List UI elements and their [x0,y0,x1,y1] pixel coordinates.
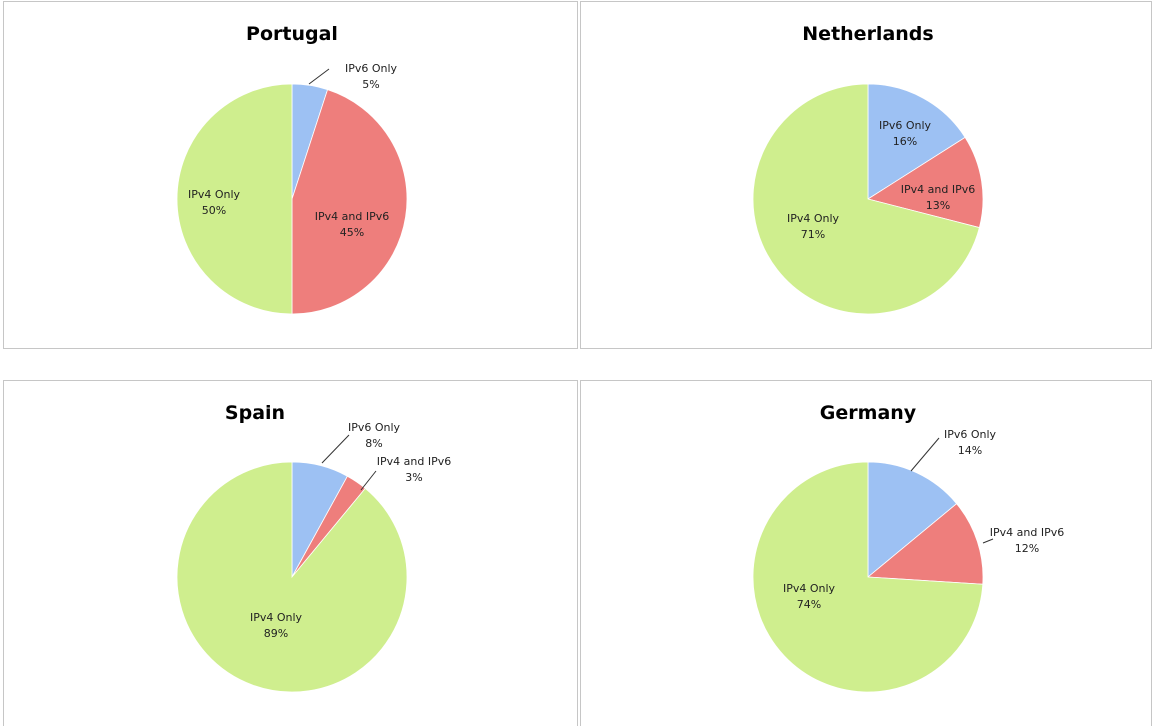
slice-label-ipv6-only: IPv6 Only [944,428,997,441]
slice-value-ipv4-only: 50% [202,204,226,217]
pie-slice-ipv4-and-ipv6 [866,503,984,585]
leader-line-ipv6-only [321,434,350,464]
chart-title: Portugal [246,23,338,45]
slice-label-ipv6-only: IPv6 Only [345,62,398,75]
pie-slice-ipv4-and-ipv6 [867,136,984,229]
slice-value-ipv4-and-ipv6: 45% [340,226,364,239]
slice-label-ipv4-and-ipv6: IPv4 and IPv6 [901,183,975,196]
pie-slice-ipv4-only [176,83,293,315]
pie-slice-ipv4-only [752,461,984,693]
chart-panel-portugal: Portugal IPv6 Only 5% IPv4 and IPv6 45% IPv4 … [3,1,578,349]
pie-chart-svg: Spain IPv6 Only 8% IPv4 and IPv6 3% IPv4 Only… [176,402,451,693]
slice-label-ipv4-and-ipv6: IPv4 and IPv6 [315,210,389,223]
pie-slice-ipv6-only [867,461,958,578]
pie-slice-ipv6-only [867,83,966,200]
slice-label-ipv4-and-ipv6: IPv4 and IPv6 [377,455,451,468]
pie-chart-svg: Netherlands IPv6 Only 16% IPv4 and IPv6 13% I… [752,23,984,315]
slice-value-ipv6-only: 14% [958,444,982,457]
slice-value-ipv6-only: 5% [362,78,379,91]
slice-value-ipv4-only: 71% [801,228,825,241]
slice-label-ipv4-and-ipv6: IPv4 and IPv6 [990,526,1064,539]
pie-slice-ipv4-only [752,83,980,315]
chart-panel-netherlands: Netherlands IPv6 Only 16% IPv4 and IPv6 13% I… [580,1,1152,349]
chart-title: Germany [820,402,917,424]
pie-slice-ipv4-and-ipv6 [291,89,408,315]
chart-title: Spain [225,402,285,424]
leader-line-ipv6-only [910,437,940,472]
leader-line-ipv4-and-ipv6 [360,470,377,491]
slice-label-ipv4-only: IPv4 Only [188,188,241,201]
slice-label-ipv4-only: IPv4 Only [250,611,303,624]
slice-label-ipv6-only: IPv6 Only [348,421,401,434]
slice-value-ipv4-and-ipv6: 12% [1015,542,1039,555]
pie-chart-svg: Germany IPv6 Only 14% IPv4 and IPv6 12% IPv4 … [752,402,1064,693]
slice-value-ipv4-only: 74% [797,598,821,611]
slice-value-ipv4-and-ipv6: 3% [405,471,422,484]
slice-value-ipv6-only: 8% [365,437,382,450]
chart-panel-germany: Germany IPv6 Only 14% IPv4 and IPv6 12% IPv4 … [580,380,1152,726]
pie-chart-svg: Portugal IPv6 Only 5% IPv4 and IPv6 45% IPv4 … [176,23,408,315]
slice-label-ipv4-only: IPv4 Only [787,212,840,225]
slice-value-ipv4-and-ipv6: 13% [926,199,950,212]
leader-line-ipv6-only [308,68,330,85]
chart-panel-spain: Spain IPv6 Only 8% IPv4 and IPv6 3% IPv4 Only… [3,380,578,726]
slice-value-ipv4-only: 89% [264,627,288,640]
pie-slice-ipv4-only [176,461,408,693]
leader-line-ipv4-and-ipv6 [982,538,994,544]
slice-label-ipv6-only: IPv6 Only [879,119,932,132]
slice-value-ipv6-only: 16% [893,135,917,148]
chart-title: Netherlands [802,23,933,45]
slice-label-ipv4-only: IPv4 Only [783,582,836,595]
